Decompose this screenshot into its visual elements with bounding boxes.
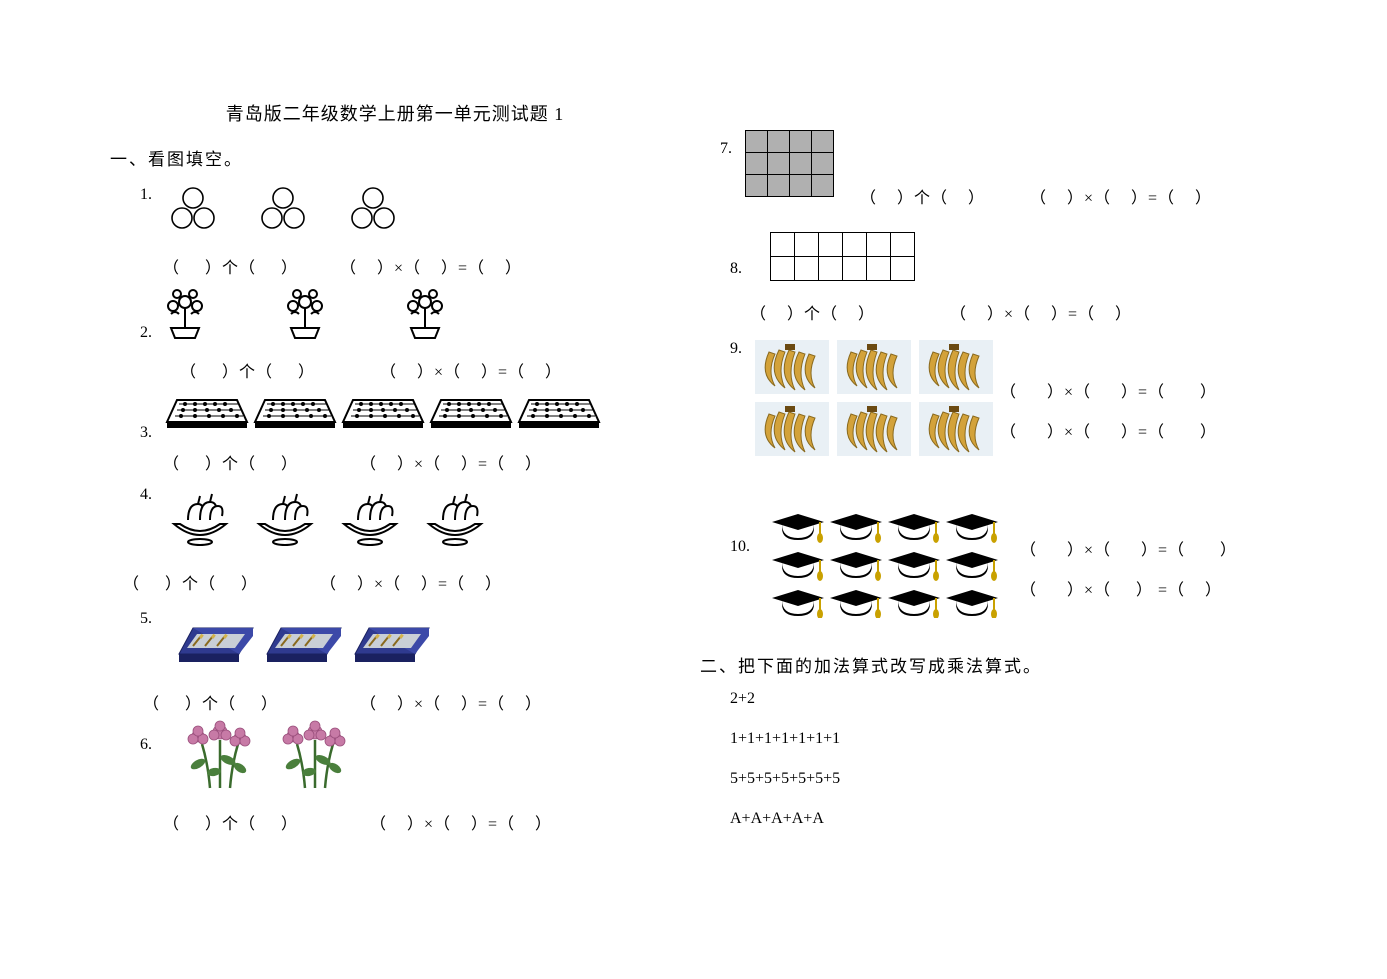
q7-num: 7. [720, 140, 732, 158]
q4-count: （ ）个（ ） [123, 570, 258, 594]
q1-circles [170, 186, 430, 236]
expr-a: 2+2 [730, 690, 755, 708]
q6-num: 6. [140, 736, 152, 754]
q5-mult: （ ）×（ ）=（ ） [360, 690, 542, 714]
q2-count: （ ）个（ ） [180, 358, 315, 382]
q3-abacus [165, 392, 605, 434]
q9-num: 9. [730, 340, 742, 358]
section-1-heading: 一、看图填空。 [110, 145, 243, 170]
section-2-heading: 二、把下面的加法算式改写成乘法算式。 [700, 652, 1042, 677]
q1-num: 1. [140, 186, 152, 204]
q10-mult-1: （ ）×（ ）=（ ） [1020, 536, 1237, 560]
expr-d: A+A+A+A+A [730, 810, 824, 828]
expr-c: 5+5+5+5+5+5+5 [730, 770, 840, 788]
q3-mult: （ ）×（ ）=（ ） [360, 450, 542, 474]
q5-pencil-boxes [175, 614, 455, 674]
q10-caps [770, 498, 1010, 618]
q10-num: 10. [730, 538, 750, 556]
q2-num: 2. [140, 324, 152, 342]
q9-mult-2: （ ）×（ ）=（ ） [1000, 418, 1217, 442]
q1-mult: （ ）×（ ）=（ ） [340, 254, 522, 278]
q6-roses [180, 714, 380, 794]
q7-count: （ ）个（ ） [860, 184, 985, 208]
page: 青岛版二年级数学上册第一单元测试题 1 一、看图填空。 1. （ ）个（ ） （… [0, 0, 1387, 979]
q8-count: （ ）个（ ） [750, 300, 875, 324]
q3-num: 3. [140, 424, 152, 442]
q1-count: （ ）个（ ） [163, 254, 298, 278]
q4-num: 4. [140, 486, 152, 504]
q5-num: 5. [140, 610, 152, 628]
q8-mult: （ ）×（ ）=（ ） [950, 300, 1132, 324]
q7-mult: （ ）×（ ）=（ ） [1030, 184, 1212, 208]
q3-count: （ ）个（ ） [163, 450, 298, 474]
q6-mult: （ ）×（ ）=（ ） [370, 810, 552, 834]
q6-count: （ ）个（ ） [163, 810, 298, 834]
q8-num: 8. [730, 260, 742, 278]
q7-grey-grid [745, 130, 837, 200]
q9-mult-1: （ ）×（ ）=（ ） [1000, 378, 1217, 402]
expr-b: 1+1+1+1+1+1+1 [730, 730, 840, 748]
q2-mult: （ ）×（ ）=（ ） [380, 358, 562, 382]
q8-white-grid [770, 232, 918, 284]
q9-bananas [755, 340, 1005, 460]
q4-mult: （ ）×（ ）=（ ） [320, 570, 502, 594]
q10-mult-2: （ ）×（ ） =（ ） [1020, 576, 1222, 600]
q2-flower-vases [165, 284, 485, 344]
doc-title: 青岛版二年级数学上册第一单元测试题 1 [110, 100, 680, 126]
q5-count: （ ）个（ ） [143, 690, 278, 714]
q4-fruit-bowls [170, 490, 510, 550]
